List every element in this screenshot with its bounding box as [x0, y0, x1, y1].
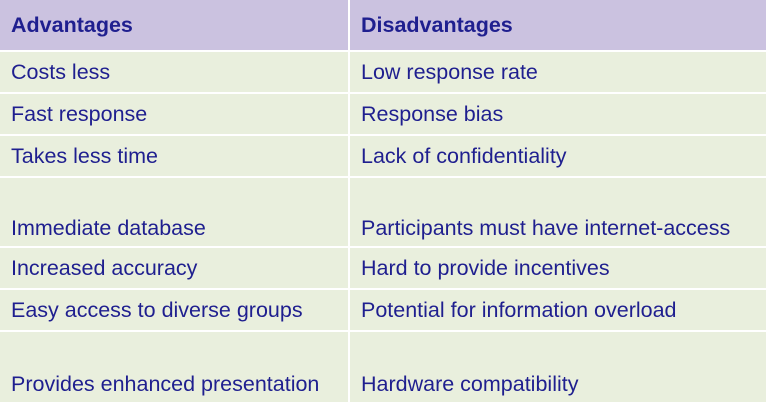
disadvantage-cell: Low response rate [349, 51, 766, 94]
advantage-cell: Increased accuracy [0, 247, 350, 290]
table-row: Takes less time Lack of confidentiality [0, 135, 766, 178]
table-row: Costs less Low response rate [0, 51, 766, 94]
disadvantage-cell: Potential for information overload [349, 289, 766, 332]
disadvantage-cell: Participants must have internet-access [349, 177, 766, 248]
advantages-disadvantages-table: Advantages Disadvantages Costs less Low … [0, 0, 766, 402]
advantage-cell: Provides enhanced presentation [0, 331, 350, 402]
table-row: Provides enhanced presentation Hardware … [0, 331, 766, 402]
advantage-cell: Costs less [0, 51, 350, 94]
disadvantage-cell: Hardware compatibility [349, 331, 766, 402]
advantage-cell: Takes less time [0, 135, 350, 178]
header-disadvantages: Disadvantages [349, 0, 766, 52]
table-row: Easy access to diverse groups Potential … [0, 289, 766, 332]
table-row: Immediate database Participants must hav… [0, 177, 766, 248]
advantage-cell: Easy access to diverse groups [0, 289, 350, 332]
table-row: Increased accuracy Hard to provide incen… [0, 247, 766, 290]
advantage-cell: Immediate database [0, 177, 350, 248]
advantage-cell: Fast response [0, 93, 350, 136]
disadvantage-cell: Lack of confidentiality [349, 135, 766, 178]
disadvantage-cell: Response bias [349, 93, 766, 136]
header-row: Advantages Disadvantages [0, 0, 766, 52]
table-row: Fast response Response bias [0, 93, 766, 136]
disadvantage-cell: Hard to provide incentives [349, 247, 766, 290]
header-advantages: Advantages [0, 0, 350, 52]
